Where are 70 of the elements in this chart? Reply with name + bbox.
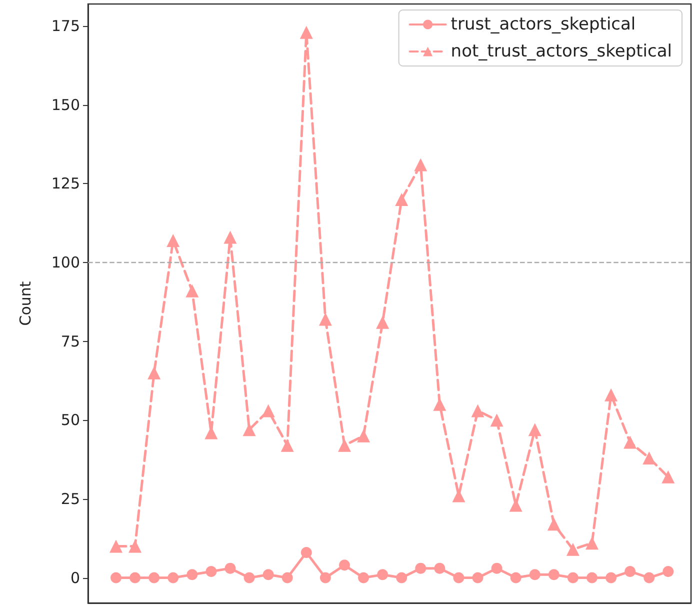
y-tick-label: 0 [70,568,80,587]
point [586,572,598,584]
point [318,312,332,326]
point [471,404,484,418]
point [110,572,122,584]
point [528,423,542,436]
point [186,284,199,298]
point [242,423,256,436]
point [357,429,370,442]
y-axis-title: Count [16,281,34,326]
legend-label: trust_actors_skeptical [450,14,636,34]
point [548,569,560,580]
point [624,436,637,449]
point [262,569,274,580]
point [624,566,636,577]
point [566,542,580,556]
point [395,192,408,206]
y-tick-label: 25 [60,490,80,508]
legend-label: not_trust_actors_skeptical [450,42,672,62]
point [644,572,655,584]
point [300,26,313,39]
point [433,398,446,411]
point [148,572,160,584]
point [509,498,522,512]
point [491,562,502,574]
y-tick-label: 100 [51,254,80,272]
point [452,489,466,502]
point [166,234,180,247]
point [396,572,408,584]
point [606,572,617,584]
point [148,366,161,380]
point [224,562,236,574]
point [130,572,141,584]
point [434,562,446,574]
point [224,230,237,244]
point [262,404,275,418]
y-tick-label: 175 [51,17,80,36]
point [338,438,351,452]
point [186,569,198,580]
point [453,572,464,584]
y-tick-label: 50 [60,411,80,430]
point [472,572,484,584]
point [377,569,388,580]
point [300,547,312,558]
point [206,566,217,577]
point [282,572,293,584]
point [244,572,255,584]
point [547,518,560,531]
point [320,572,331,584]
point [168,572,179,584]
point [490,414,504,427]
point [642,451,656,464]
point [358,572,370,584]
y-tick-label: 75 [60,332,80,350]
point [280,438,294,452]
point [567,572,578,584]
point [109,540,122,553]
point [415,562,426,574]
point [128,540,142,553]
point [414,158,428,172]
point [529,569,540,580]
point [376,316,390,329]
y-tick-label: 150 [51,96,80,114]
point [510,572,522,584]
y-tick-label: 125 [51,174,80,193]
point [604,388,618,402]
point [338,560,350,571]
point [662,566,674,577]
point [585,536,598,550]
point [662,470,675,484]
